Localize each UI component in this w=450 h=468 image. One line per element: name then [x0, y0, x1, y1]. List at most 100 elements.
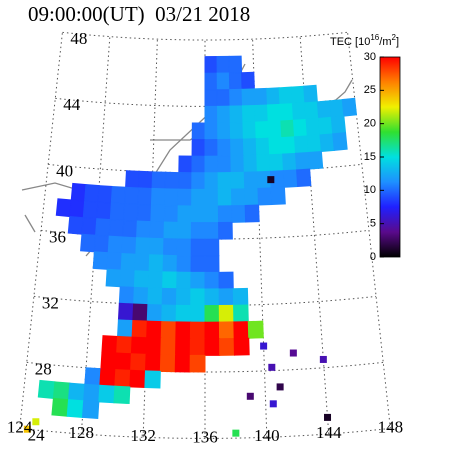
- tec-cell: [319, 133, 335, 153]
- tec-cell: [123, 203, 139, 222]
- meridian: [299, 36, 330, 434]
- tec-cell: [330, 115, 347, 135]
- tec-cell: [266, 103, 282, 123]
- tec-cell: [280, 119, 296, 139]
- tec-cell: [163, 204, 179, 223]
- tec-cell: [164, 188, 180, 207]
- tec-cell: [131, 320, 148, 339]
- colorbar-tick-label: 20: [364, 118, 376, 130]
- tec-cell: [204, 288, 220, 307]
- colorbar-tick-label: 0: [370, 251, 376, 263]
- lon-label: 144: [316, 423, 342, 442]
- tec-cell: [176, 238, 192, 257]
- tec-point: [276, 383, 284, 391]
- tec-cell: [121, 236, 138, 255]
- lat-label: 48: [70, 29, 87, 48]
- tec-cell: [255, 137, 271, 156]
- tec-cell: [217, 155, 232, 174]
- tec-cell: [316, 100, 332, 119]
- tec-cell: [228, 55, 243, 74]
- tec-cell: [95, 218, 111, 237]
- tec-cell: [162, 238, 179, 257]
- lat-label: 36: [49, 227, 66, 246]
- tec-cell: [292, 118, 308, 138]
- tec-cell: [290, 85, 306, 105]
- tec-cell: [218, 304, 235, 323]
- tec-cell: [175, 288, 192, 307]
- tec-cell: [174, 354, 191, 373]
- tec-cell: [267, 120, 283, 139]
- colorbar-label: TEC [1016/m2]: [330, 33, 399, 48]
- tec-cell: [204, 238, 220, 257]
- meridian: [252, 39, 268, 438]
- lon-label: 128: [69, 423, 95, 442]
- tec-cell: [178, 172, 193, 190]
- tec-cell: [268, 137, 284, 156]
- tec-cell: [134, 253, 151, 272]
- tec-cell: [190, 255, 206, 273]
- tec-cell: [146, 304, 163, 323]
- tec-cell: [230, 138, 245, 157]
- tec-cell: [145, 337, 162, 356]
- tec-cell: [204, 56, 218, 74]
- tec-cell: [242, 138, 258, 157]
- tec-cell: [218, 321, 235, 340]
- tec-cell: [92, 251, 109, 270]
- tec-cell: [98, 384, 116, 404]
- tec-cell: [177, 188, 193, 207]
- tec-cell: [150, 204, 166, 223]
- tec-cell: [242, 121, 257, 140]
- tec-cell: [176, 271, 192, 290]
- lon-label: 136: [192, 427, 218, 446]
- tec-cell: [52, 381, 71, 401]
- tec-cell: [279, 103, 295, 122]
- tec-cell: [190, 238, 206, 257]
- tec-cell: [254, 104, 269, 123]
- tec-point: [23, 425, 31, 433]
- lat-label: 32: [42, 293, 59, 312]
- tec-cell: [269, 153, 285, 172]
- tec-cell: [270, 186, 286, 206]
- tec-cell: [162, 271, 178, 290]
- tec-cell: [257, 187, 273, 206]
- tec-cell: [82, 200, 99, 220]
- tec-cell: [175, 304, 192, 323]
- tec-cell: [266, 87, 281, 106]
- tec-cell: [163, 221, 179, 240]
- tec-cell: [120, 253, 137, 272]
- tec-cell: [247, 320, 264, 339]
- tec-cell: [160, 337, 177, 356]
- tec-point: [232, 429, 240, 437]
- tec-cell: [147, 287, 164, 306]
- tec-cell: [96, 201, 112, 221]
- tec-cell: [113, 385, 131, 405]
- tec-cell: [83, 383, 101, 403]
- tec-cell: [219, 338, 235, 356]
- colorbar-tick-label: 15: [364, 151, 376, 163]
- tec-cell: [204, 321, 221, 340]
- tec-cell: [84, 367, 102, 386]
- tec-cell: [244, 204, 260, 223]
- tec-point: [319, 355, 327, 363]
- tec-cell: [217, 138, 232, 157]
- tec-cell: [306, 134, 322, 154]
- tec-cell: [67, 215, 84, 235]
- meridian: [19, 32, 63, 429]
- colorbar: TEC [1016/m2] 0 5 10 15 20 25 30: [330, 33, 401, 263]
- tec-cell: [70, 182, 87, 202]
- tec-cell: [230, 188, 246, 207]
- label-unit-exp: 2: [392, 33, 397, 42]
- tec-cell: [66, 399, 85, 418]
- tec-cell: [228, 72, 243, 91]
- tec-cell: [162, 254, 178, 273]
- tec-cell: [189, 354, 206, 373]
- tec-cell: [217, 188, 233, 207]
- tec-cell: [164, 171, 180, 190]
- tec-cell: [229, 105, 244, 124]
- colorbar-tick-label: 25: [364, 84, 376, 96]
- tec-cell: [253, 87, 268, 107]
- lat-label: 28: [35, 359, 52, 378]
- tec-cells: [23, 55, 358, 437]
- tec-cell: [55, 198, 72, 218]
